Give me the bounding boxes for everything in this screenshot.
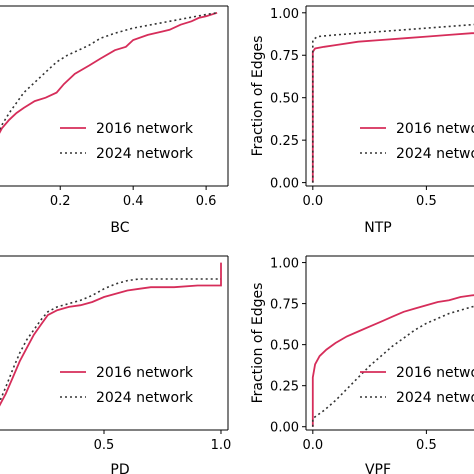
x-tick-label: 0.5 xyxy=(416,438,437,453)
y-tick-label: 1.00 xyxy=(270,257,299,272)
series-line-1 xyxy=(311,32,474,183)
series-line-1 xyxy=(0,262,222,407)
y-tick-label: 0.00 xyxy=(270,177,299,192)
legend-label: 2016 network xyxy=(396,121,474,137)
y-tick-label: 0.50 xyxy=(270,92,299,107)
y-tick-label: 1.00 xyxy=(270,7,299,22)
chart-panel-2: 0.0 0.5 0.00 0.25 0.50 0.75 1.00 NTP Fraction of… xyxy=(250,5,474,236)
y-axis-label: Fraction of Edges xyxy=(250,36,266,157)
legend-label: 2024 network xyxy=(396,146,474,162)
x-tick-label: 0.5 xyxy=(94,438,115,453)
x-axis-label: BC xyxy=(110,220,129,236)
x-tick-label: 1.0 xyxy=(211,438,232,453)
x-tick-label: 0.2 xyxy=(50,194,71,209)
x-tick-label: 0.4 xyxy=(123,194,144,209)
series-line-1 xyxy=(0,11,218,134)
legend-label: 2024 network xyxy=(96,390,194,406)
x-axis-label: PD xyxy=(110,462,129,474)
y-tick-label: 0.50 xyxy=(270,339,299,354)
legend-label: 2016 network xyxy=(96,121,194,137)
y-axis-label: Fraction of Edges xyxy=(250,283,266,404)
series-line-2 xyxy=(311,305,474,427)
y-tick-label: 0.75 xyxy=(270,49,299,64)
legend-label: 2016 network xyxy=(96,365,194,381)
x-tick-label: 0.0 xyxy=(302,438,323,453)
legend-label: 2016 network xyxy=(396,365,474,381)
legend-label: 2024 network xyxy=(96,146,194,162)
y-tick-label: 0.25 xyxy=(270,380,299,395)
x-tick-label: 0.0 xyxy=(302,194,323,209)
chart-panel-4: 0.0 0.5 0.00 0.25 0.50 0.75 1.00 VPF Fraction of… xyxy=(250,255,474,474)
legend-label: 2024 network xyxy=(396,390,474,406)
x-axis-label: NTP xyxy=(364,220,391,236)
y-tick-label: 0.75 xyxy=(270,298,299,313)
series-line-2 xyxy=(0,12,218,131)
series-line-1 xyxy=(311,294,474,427)
y-tick-label: 0.00 xyxy=(270,421,299,436)
series-line-2 xyxy=(311,23,474,183)
x-tick-label: 0.5 xyxy=(416,194,437,209)
x-tick-label: 0.6 xyxy=(196,194,217,209)
x-axis-label: VPF xyxy=(365,462,391,474)
y-tick-label: 0.25 xyxy=(270,134,299,149)
